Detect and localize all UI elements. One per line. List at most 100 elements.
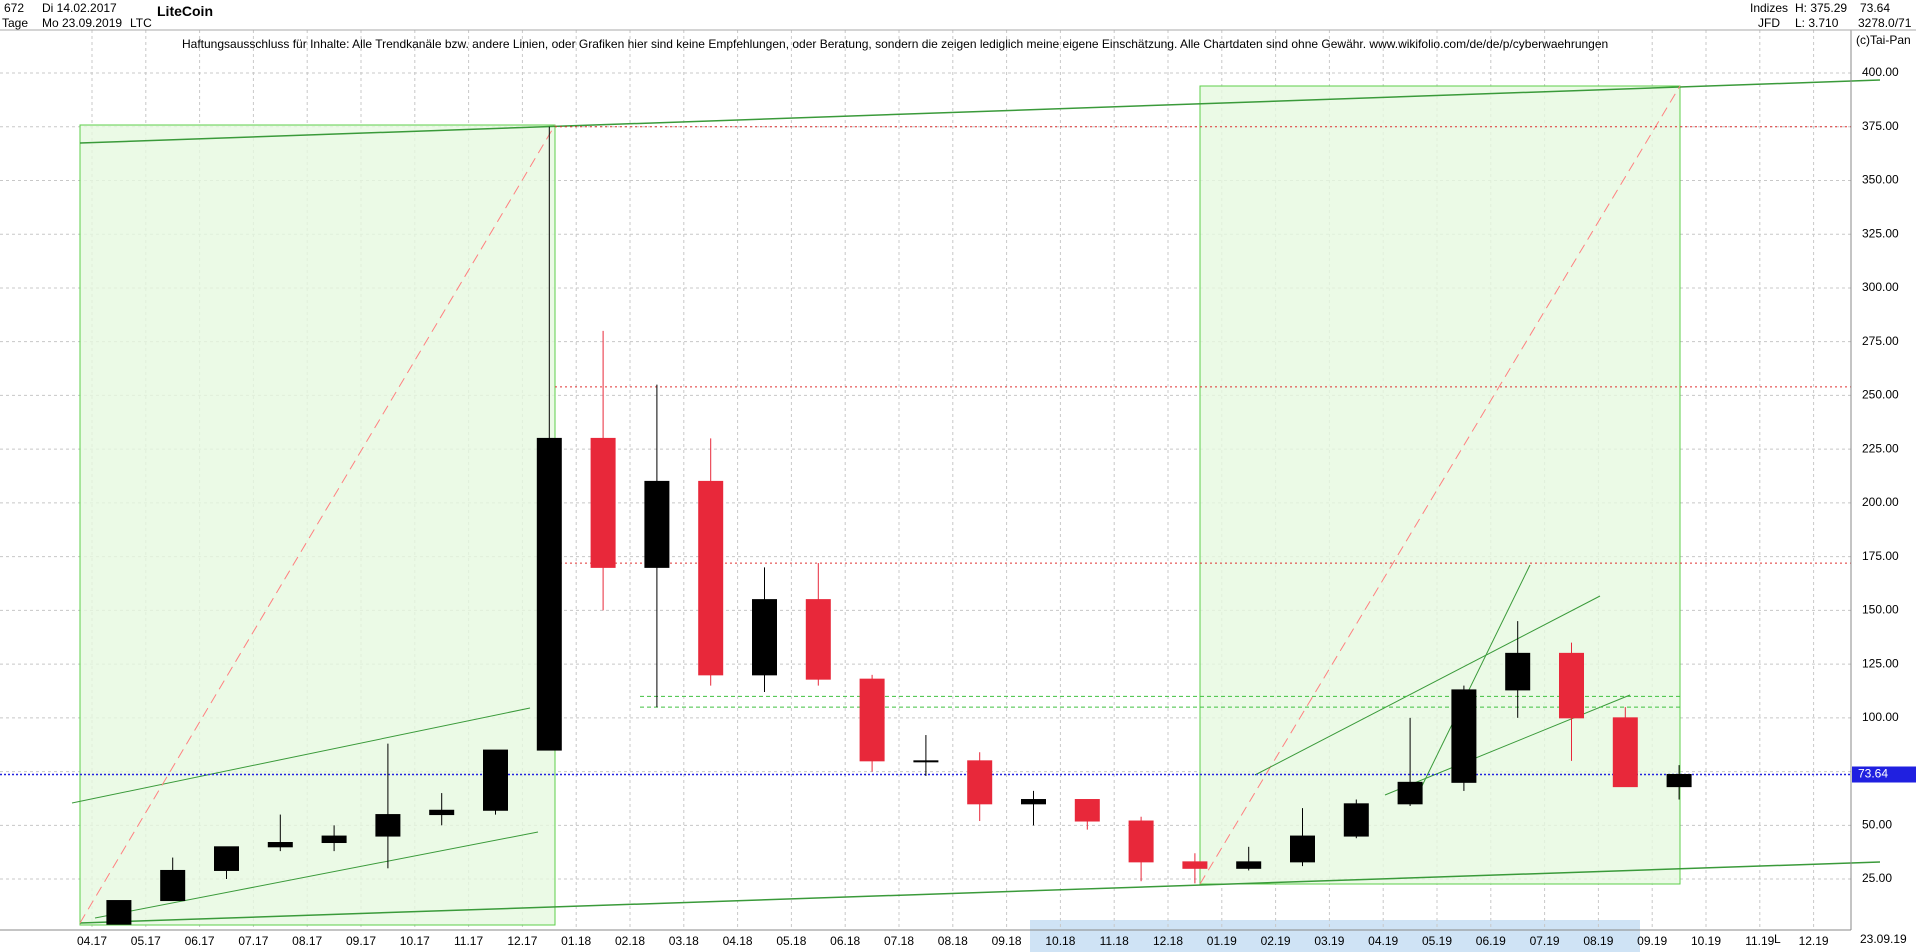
candle-body [1182, 861, 1208, 869]
x-tick-label: 07.17 [238, 934, 268, 948]
candle-body [106, 900, 132, 925]
x-tick-label: 10.18 [1045, 934, 1075, 948]
candle-body [321, 835, 347, 844]
copyright: (c)Tai-Pan [1856, 33, 1911, 47]
candle-body [214, 846, 239, 871]
y-tick-label: 325.00 [1862, 226, 1899, 240]
end-date[interactable]: Mo 23.09.2019 [42, 16, 123, 30]
trend-line [94, 831, 539, 919]
candle-body [1021, 799, 1046, 805]
counter: 3278.0/71 [1858, 16, 1912, 30]
x-tick-label: 10.19 [1691, 934, 1721, 948]
candle-body [1505, 652, 1531, 691]
candle-body [1559, 652, 1584, 719]
bars-count[interactable]: 672 [4, 1, 25, 15]
header-last: 73.64 [1860, 1, 1891, 15]
x-tick-label: 09.19 [1637, 934, 1667, 948]
candle-body [644, 480, 670, 568]
x-tick-label: 01.18 [561, 934, 591, 948]
trend-line [71, 707, 531, 804]
candle-body [375, 814, 401, 837]
x-tick-label: 07.18 [884, 934, 914, 948]
candle-body [1236, 861, 1262, 869]
x-tick-label: 12.18 [1153, 934, 1183, 948]
x-tick-label: 10.17 [400, 934, 430, 948]
x-axis-highlight [1030, 920, 1640, 952]
trend-line [1254, 595, 1601, 776]
candle-body [967, 760, 993, 805]
candle-body [1074, 799, 1100, 822]
y-tick-label: 25.00 [1862, 871, 1892, 885]
x-tick-label: 08.19 [1583, 934, 1613, 948]
y-tick-label: 300.00 [1862, 280, 1899, 294]
x-tick-label: 05.17 [131, 934, 161, 948]
x-tick-label: 04.19 [1368, 934, 1398, 948]
header-low: L: 3.710 [1795, 16, 1839, 30]
trend-line [79, 79, 1881, 144]
trend-line [1419, 564, 1531, 791]
candle-body [913, 760, 939, 763]
x-tick-label: 09.17 [346, 934, 376, 948]
x-tick-label: 06.17 [185, 934, 215, 948]
x-tick-label: 12.17 [507, 934, 537, 948]
x-tick-label: 03.18 [669, 934, 699, 948]
y-tick-label: 200.00 [1862, 495, 1899, 509]
candles [106, 126, 1692, 925]
y-tick-label: 175.00 [1862, 549, 1899, 563]
x-tick-label: 05.19 [1422, 934, 1452, 948]
x-tick-label: 11.18 [1100, 934, 1129, 948]
candle-body [160, 869, 186, 902]
x-tick-label: 12.19 [1799, 934, 1829, 948]
x-tick-label: 06.19 [1476, 934, 1506, 948]
candle-body [590, 437, 616, 568]
y-tick-label: 100.00 [1862, 710, 1899, 724]
candle-body [1128, 820, 1154, 863]
x-tick-label: 11.19 [1745, 934, 1774, 948]
x-tick-label: 05.18 [776, 934, 806, 948]
diagonal [79, 124, 556, 924]
y-tick-label: 275.00 [1862, 334, 1899, 348]
candle-body [483, 749, 508, 811]
candle-body [859, 678, 885, 762]
period[interactable]: Tage [2, 16, 29, 30]
x-tick-label: 08.18 [938, 934, 968, 948]
x-tick-label: 06.18 [830, 934, 860, 948]
x-tick-label: 09.18 [992, 934, 1022, 948]
candle-body [698, 480, 724, 676]
candle-body [1290, 835, 1315, 863]
y-tick-label: 400.00 [1862, 65, 1899, 79]
candle-body [1612, 717, 1638, 788]
symbol-name: LiteCoin [157, 3, 213, 19]
y-tick-label: 150.00 [1862, 603, 1899, 617]
y-tick-label: 125.00 [1862, 656, 1899, 670]
x-tick-label: 02.18 [615, 934, 645, 948]
x-tick-label: 04.18 [723, 934, 753, 948]
exchange: JFD [1758, 16, 1780, 30]
x-tick-label: 08.17 [292, 934, 322, 948]
candle-body [1666, 774, 1692, 788]
x-tick-label: 11.17 [454, 934, 483, 948]
footer-date: 23.09.19 [1860, 932, 1907, 946]
diagonal [1199, 85, 1681, 885]
index-group: Indizes [1750, 1, 1789, 15]
candle-body [1451, 689, 1477, 783]
y-tick-label: 50.00 [1862, 817, 1892, 831]
y-tick-label: 350.00 [1862, 173, 1899, 187]
candle-body [429, 809, 455, 816]
header-high: H: 375.29 [1795, 1, 1848, 15]
axes: 25.0050.0075.00100.00125.00150.00175.002… [77, 65, 1916, 948]
symbol: LTC [130, 16, 152, 30]
trend-line [79, 861, 1881, 924]
disclaimer: Haftungsausschluss für Inhalte: Alle Tre… [182, 37, 1609, 51]
start-date[interactable]: Di 14.02.2017 [42, 1, 117, 15]
price-tag-label: 73.64 [1858, 767, 1888, 781]
x-tick-label: 03.19 [1314, 934, 1344, 948]
x-tick-label: 07.19 [1530, 934, 1560, 948]
x-tick-label: 01.19 [1207, 934, 1237, 948]
candle-body [1343, 803, 1369, 837]
candle-body [536, 437, 562, 751]
y-tick-label: 250.00 [1862, 388, 1899, 402]
